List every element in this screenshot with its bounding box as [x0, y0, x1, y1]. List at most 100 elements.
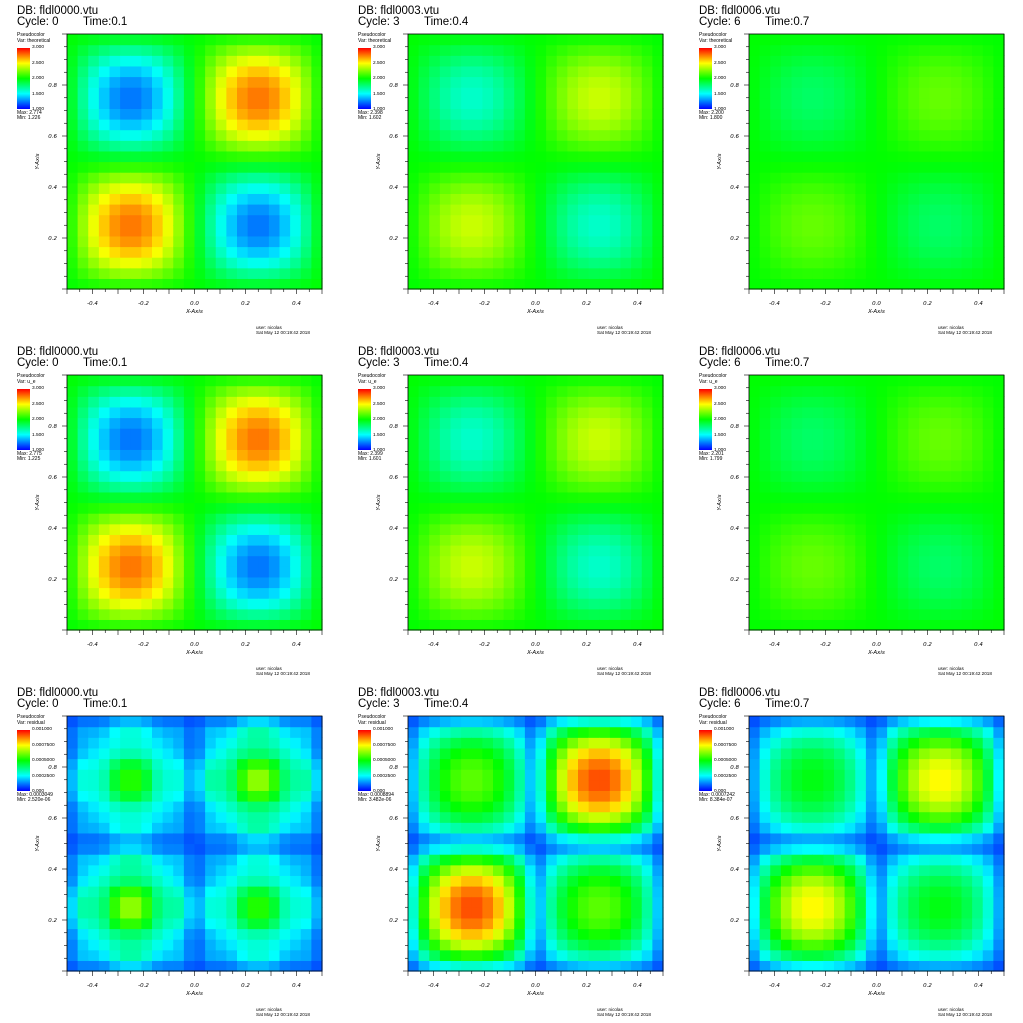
heatmap-cell: [258, 587, 270, 599]
heatmap-cell: [556, 928, 568, 940]
heatmap-cell: [247, 779, 259, 791]
heatmap-cell: [908, 65, 920, 78]
heatmap-cell: [631, 502, 643, 514]
heatmap-cell: [226, 278, 238, 290]
heatmap-cell: [173, 34, 185, 46]
heatmap-cell: [88, 267, 100, 279]
heatmap-cell: [300, 939, 312, 951]
database-label: DB: fldl0003.vtu: [358, 346, 440, 358]
heatmap-cell: [98, 608, 111, 620]
heatmap-cell: [77, 534, 89, 546]
heatmap-cell: [130, 470, 142, 482]
heatmap-cell: [77, 896, 89, 908]
heatmap-cell: [599, 172, 611, 184]
heatmap-cell: [599, 278, 611, 290]
heatmap-cell: [120, 896, 132, 908]
heatmap-cell: [567, 896, 579, 908]
heatmap-cell: [567, 406, 579, 419]
heatmap-cell: [919, 619, 931, 631]
heatmap-cell: [865, 235, 878, 248]
heatmap-cell: [408, 907, 420, 919]
heatmap-cell: [652, 257, 664, 269]
heatmap-cell: [258, 225, 270, 237]
colorbar-tick-label: 0.001000: [32, 727, 53, 732]
heatmap-cell: [897, 608, 909, 620]
heatmap-cell: [599, 193, 611, 205]
heatmap-cell: [844, 182, 856, 194]
heatmap-cell: [887, 619, 899, 631]
heatmap-cell: [461, 864, 473, 876]
heatmap-cell: [929, 385, 941, 397]
heatmap-cell: [408, 204, 420, 216]
heatmap-cell: [215, 34, 227, 46]
heatmap-cell: [972, 278, 984, 290]
heatmap-cell: [311, 801, 323, 813]
heatmap-cell: [823, 608, 835, 620]
heatmap-cell: [578, 385, 590, 397]
heatmap-cell: [311, 225, 323, 237]
heatmap-cell: [503, 747, 515, 760]
heatmap-cell: [205, 523, 217, 535]
heatmap-cell: [226, 460, 238, 472]
heatmap-cell: [567, 928, 579, 940]
heatmap-cell: [290, 769, 302, 781]
heatmap-cell: [876, 449, 888, 461]
variable-label: Var: theoretical: [699, 37, 733, 44]
heatmap-cell: [524, 438, 537, 450]
heatmap-cell: [567, 449, 579, 461]
heatmap-cell: [67, 576, 79, 589]
heatmap-cell: [152, 161, 164, 173]
heatmap-cell: [461, 385, 473, 397]
heatmap-cell: [141, 886, 153, 898]
heatmap-cell: [109, 545, 121, 557]
heatmap-cell: [130, 161, 142, 173]
heatmap-cell: [556, 246, 568, 258]
heatmap-cell: [972, 481, 984, 493]
heatmap-cell: [247, 97, 259, 109]
heatmap-cell: [215, 545, 227, 557]
heatmap-cell: [993, 534, 1005, 546]
heatmap-cell: [450, 790, 462, 802]
heatmap-cell: [503, 566, 515, 578]
heatmap-cell: [77, 545, 89, 557]
heatmap-cell: [162, 34, 174, 46]
y-axis-label: Y-Axis: [376, 494, 382, 510]
heatmap-cell: [418, 864, 430, 876]
heatmap-cell: [194, 406, 206, 419]
heatmap-cell: [461, 801, 473, 813]
heatmap-cell: [887, 428, 899, 440]
heatmap-cell: [429, 481, 441, 493]
heatmap-cell: [98, 513, 111, 525]
heatmap-cell: [439, 375, 452, 387]
heatmap-cell: [556, 737, 568, 749]
heatmap-cell: [67, 428, 79, 440]
heatmap-cell: [578, 267, 590, 279]
heatmap-cell: [993, 65, 1005, 78]
heatmap-cell: [141, 470, 153, 482]
heatmap-cell: [567, 523, 579, 535]
heatmap-cell: [194, 811, 206, 823]
heatmap-cell: [609, 449, 622, 461]
heatmap-cell: [834, 513, 846, 525]
plot-area: -0.4 -0.2 0.0 0.2 0.40.20.40.60.8X-AxisY-Axi…: [376, 33, 664, 315]
heatmap-cell: [408, 513, 420, 525]
y-tick-label: 0.2: [730, 577, 739, 583]
heatmap-cell: [897, 34, 909, 46]
heatmap-cell: [961, 97, 973, 109]
heatmap-cell: [780, 76, 793, 88]
heatmap-cell: [482, 76, 494, 88]
heatmap-cell: [865, 108, 878, 120]
heatmap-cell: [226, 172, 238, 184]
heatmap-cell: [482, 545, 494, 557]
cycle-time-line: Cycle: 3 Time:0.4: [358, 16, 468, 28]
heatmap-cell: [247, 193, 259, 205]
heatmap-cell: [408, 896, 420, 908]
heatmap-cell: [514, 267, 526, 279]
heatmap-cell: [418, 566, 430, 578]
heatmap-cell: [982, 438, 994, 450]
heatmap-cell: [237, 864, 249, 876]
heatmap-cell: [311, 55, 323, 67]
heatmap-cell: [631, 257, 643, 269]
heatmap-cell: [77, 566, 89, 578]
heatmap-cell: [77, 235, 89, 248]
